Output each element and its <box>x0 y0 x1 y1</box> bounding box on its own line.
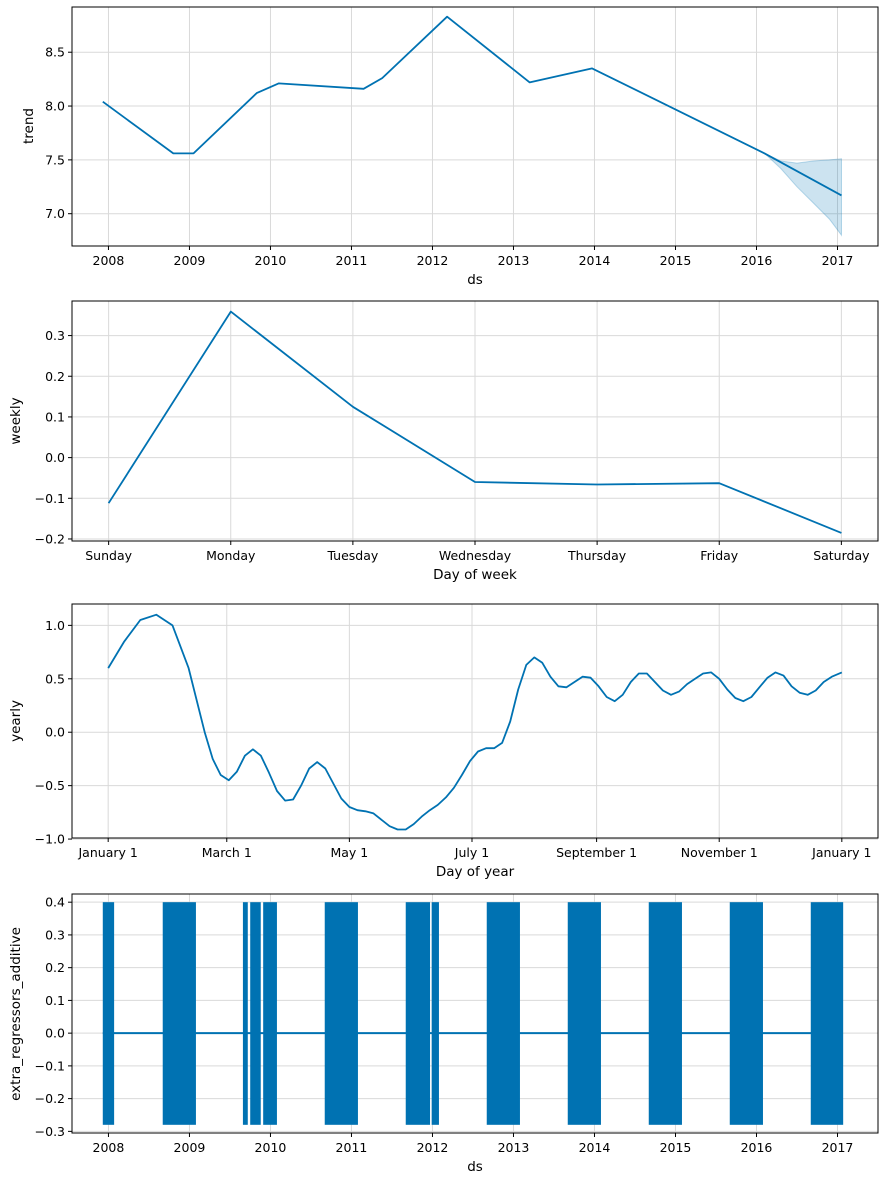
x-tick-label: November 1 <box>681 845 758 860</box>
y-tick-label: 0.0 <box>45 1026 65 1041</box>
x-tick-label: May 1 <box>330 845 368 860</box>
x-tick-label: 2011 <box>336 253 368 268</box>
x-tick-label: 2014 <box>579 253 611 268</box>
x-tick-label: September 1 <box>556 845 637 860</box>
x-tick-label: 2012 <box>417 253 449 268</box>
y-tick-label: 8.0 <box>45 99 65 114</box>
y-tick-label: 0.3 <box>45 927 65 942</box>
regressor-block <box>250 902 261 1125</box>
y-tick-label: −0.1 <box>35 1058 65 1073</box>
x-axis-label: ds <box>467 1159 483 1175</box>
x-axis-label: ds <box>467 272 483 288</box>
x-tick-label: Thursday <box>567 548 627 563</box>
x-tick-label: Monday <box>206 548 256 563</box>
chart-trend: 2008 2009 2010 2011 2012 2013 2014 2015 2016 2017… <box>21 6 879 288</box>
regressor-block <box>405 902 431 1125</box>
y-tick-label: −0.2 <box>35 1091 65 1106</box>
uncertainty-band <box>764 152 842 237</box>
axes-frame <box>71 893 879 1134</box>
y-tick-label: 1.0 <box>45 618 65 633</box>
regressor-block <box>162 902 196 1125</box>
x-tick-label: 2012 <box>417 1140 449 1155</box>
y-tick-label: 0.5 <box>45 671 65 686</box>
x-tick-label: 2016 <box>741 1140 773 1155</box>
regressor-block <box>486 902 520 1125</box>
x-tick-label: 2013 <box>498 1140 530 1155</box>
y-tick-label: −0.3 <box>35 1124 65 1139</box>
y-tick-label: 0.1 <box>45 409 65 424</box>
x-tick-label: January 1 <box>78 845 138 860</box>
regressor-block <box>729 902 763 1125</box>
x-axis-label: Day of year <box>436 864 515 880</box>
y-tick-label: 0.2 <box>45 369 65 384</box>
chart-yearly: January 1 March 1 May 1 July 1 September 1 No… <box>8 603 879 880</box>
x-tick-label: 2009 <box>174 1140 206 1155</box>
chart-extra_regressors_additive: 2008 2009 2010 2011 2012 2013 2014 2015 2016 2017… <box>8 893 879 1175</box>
regressor-block <box>431 902 439 1125</box>
y-tick-label: −0.1 <box>35 491 65 506</box>
x-tick-label: 2010 <box>255 1140 287 1155</box>
y-tick-label: −1.0 <box>35 832 65 847</box>
regressor-block <box>324 902 358 1125</box>
x-tick-label: 2009 <box>174 253 206 268</box>
x-tick-label: Sunday <box>85 548 132 563</box>
y-axis-label: weekly <box>8 397 24 444</box>
regressor-block <box>567 902 601 1125</box>
x-tick-label: March 1 <box>202 845 252 860</box>
x-tick-label: July 1 <box>454 845 489 860</box>
chart-weekly: Sunday Monday Tuesday Wednesday Thursday Frid… <box>8 300 879 583</box>
x-tick-label: January 1 <box>811 845 871 860</box>
x-tick-label: 2015 <box>660 253 692 268</box>
y-tick-label: 0.0 <box>45 450 65 465</box>
x-tick-label: 2011 <box>336 1140 368 1155</box>
y-tick-label: 0.3 <box>45 328 65 343</box>
x-tick-label: 2008 <box>93 253 125 268</box>
x-tick-label: 2013 <box>498 253 530 268</box>
y-tick-label: 8.5 <box>45 45 65 60</box>
y-tick-label: 0.0 <box>45 725 65 740</box>
x-tick-label: Wednesday <box>439 548 512 563</box>
regressor-block <box>648 902 682 1125</box>
regressor-block <box>263 902 277 1125</box>
y-axis-label: trend <box>21 108 37 144</box>
axes-frame <box>71 6 879 247</box>
x-tick-label: Saturday <box>813 548 870 563</box>
y-axis-label: yearly <box>8 700 24 742</box>
x-tick-label: 2015 <box>660 1140 692 1155</box>
x-tick-label: Friday <box>700 548 738 563</box>
series-line-weekly <box>107 310 842 534</box>
regressor-block <box>102 902 115 1125</box>
y-tick-label: 0.4 <box>45 895 65 910</box>
y-tick-label: 0.1 <box>45 993 65 1008</box>
x-axis-label: Day of week <box>433 567 517 583</box>
y-tick-label: −0.2 <box>35 531 65 546</box>
regressor-block <box>242 902 248 1125</box>
x-tick-label: 2017 <box>822 1140 854 1155</box>
y-tick-label: 7.0 <box>45 206 65 221</box>
y-tick-label: 7.5 <box>45 152 65 167</box>
x-tick-label: 2014 <box>579 1140 611 1155</box>
x-tick-label: 2017 <box>822 253 854 268</box>
x-tick-label: 2016 <box>741 253 773 268</box>
axes-frame <box>71 603 879 839</box>
y-tick-label: −0.5 <box>35 778 65 793</box>
y-axis-label: extra_regressors_additive <box>8 927 24 1101</box>
series-line-trend <box>102 15 842 197</box>
x-tick-label: 2010 <box>255 253 287 268</box>
series-line-yearly <box>107 613 843 831</box>
regressor-block <box>810 902 844 1125</box>
x-tick-label: Tuesday <box>326 548 378 563</box>
x-tick-label: 2008 <box>93 1140 125 1155</box>
y-tick-label: 0.2 <box>45 960 65 975</box>
